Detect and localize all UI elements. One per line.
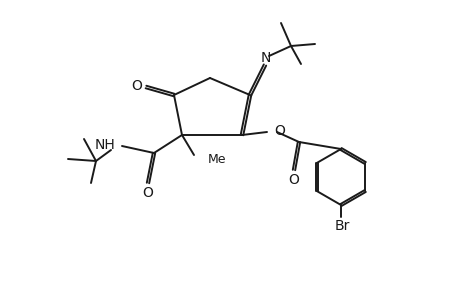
- Text: Me: Me: [207, 152, 226, 166]
- Text: O: O: [142, 186, 153, 200]
- Text: O: O: [274, 124, 284, 138]
- Text: N: N: [260, 51, 271, 65]
- Text: NH: NH: [94, 138, 115, 152]
- Text: O: O: [288, 173, 299, 187]
- Text: O: O: [131, 79, 142, 93]
- Text: Br: Br: [334, 219, 349, 233]
